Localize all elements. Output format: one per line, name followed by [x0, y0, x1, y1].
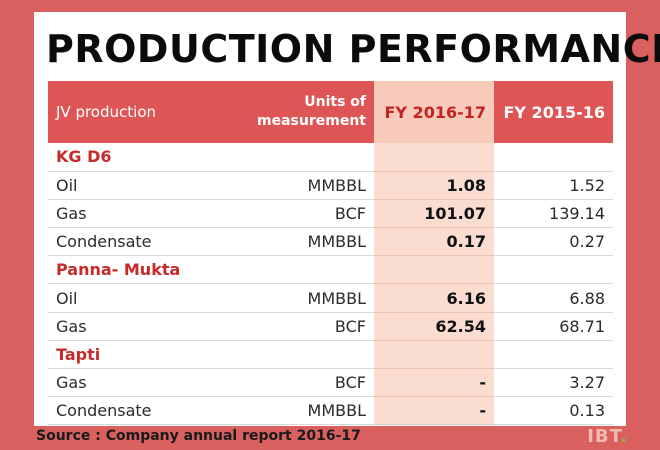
group-empty-cell	[230, 255, 374, 285]
row-item: Gas	[48, 199, 230, 229]
row-value-current: 1.08	[374, 171, 494, 200]
page-title: PRODUCTION PERFORMANCE	[46, 27, 660, 71]
row-item: Oil	[48, 171, 230, 200]
row-value-previous: 139.14	[494, 199, 613, 229]
group-empty-cell	[494, 340, 613, 370]
group-empty-cell	[230, 143, 374, 172]
row-value-previous: 3.27	[494, 368, 613, 398]
row-value-current: 6.16	[374, 283, 494, 313]
row-value-previous: 6.88	[494, 283, 613, 313]
row-value-current: -	[374, 396, 494, 426]
table-row: Condensate MMBBL 0.17 0.27	[48, 227, 613, 257]
header-jv-production: JV production	[48, 81, 230, 143]
row-unit: MMBBL	[230, 227, 374, 257]
table-row: Gas BCF 62.54 68.71	[48, 312, 613, 341]
group-name: Panna- Mukta	[48, 255, 230, 285]
table-row: Condensate MMBBL -0.13	[48, 396, 613, 426]
row-value-previous: 0.27	[494, 227, 613, 257]
row-unit: MMBBL	[230, 396, 374, 426]
table-row: Oil MMBBL 6.16 6.88	[48, 283, 613, 313]
row-value-current: 101.07	[374, 199, 494, 229]
group-row: Tapti	[48, 340, 613, 370]
group-empty-cell	[230, 340, 374, 370]
header-units-line2: measurement	[257, 113, 366, 129]
row-value-current: 0.17	[374, 227, 494, 257]
group-row: Panna- Mukta	[48, 255, 613, 285]
table-header-row: JV production Units of measurement FY 20…	[48, 81, 613, 143]
row-value-previous: 68.71	[494, 312, 613, 341]
row-unit: BCF	[230, 312, 374, 341]
row-item: Gas	[48, 368, 230, 398]
table-row: Gas BCF 101.07 139.14	[48, 199, 613, 229]
row-unit: MMBBL	[230, 283, 374, 313]
row-value-previous: 1.52	[494, 171, 613, 200]
group-name: KG D6	[48, 143, 230, 172]
header-fy-previous: FY 2015-16	[494, 81, 613, 143]
row-unit: BCF	[230, 368, 374, 398]
row-item: Condensate	[48, 396, 230, 426]
row-unit: MMBBL	[230, 171, 374, 200]
header-fy-current: FY 2016-17	[374, 81, 494, 143]
row-item: Gas	[48, 312, 230, 341]
header-units: Units of measurement	[230, 81, 374, 143]
group-highlight-cell	[374, 255, 494, 285]
ibt-logo-text: IBT	[587, 426, 621, 447]
header-units-line1: Units of	[304, 94, 366, 110]
group-empty-cell	[494, 255, 613, 285]
row-value-current: 62.54	[374, 312, 494, 341]
row-value-previous: 0.13	[494, 396, 613, 426]
group-empty-cell	[494, 143, 613, 172]
group-row: KG D6	[48, 143, 613, 172]
row-item: Condensate	[48, 227, 230, 257]
table-row: Gas BCF -3.27	[48, 368, 613, 398]
ibt-logo: IBT.	[587, 426, 628, 447]
group-highlight-cell	[374, 143, 494, 172]
row-item: Oil	[48, 283, 230, 313]
group-highlight-cell	[374, 340, 494, 370]
ibt-logo-dot: .	[620, 426, 628, 447]
source-note: Source : Company annual report 2016-17	[36, 428, 361, 444]
group-name: Tapti	[48, 340, 230, 370]
row-unit: BCF	[230, 199, 374, 229]
production-table: JV production Units of measurement FY 20…	[48, 81, 613, 426]
table-row: Oil MMBBL 1.08 1.52	[48, 171, 613, 200]
row-value-current: -	[374, 368, 494, 398]
content-panel: PRODUCTION PERFORMANCE JV production Uni…	[34, 12, 660, 426]
